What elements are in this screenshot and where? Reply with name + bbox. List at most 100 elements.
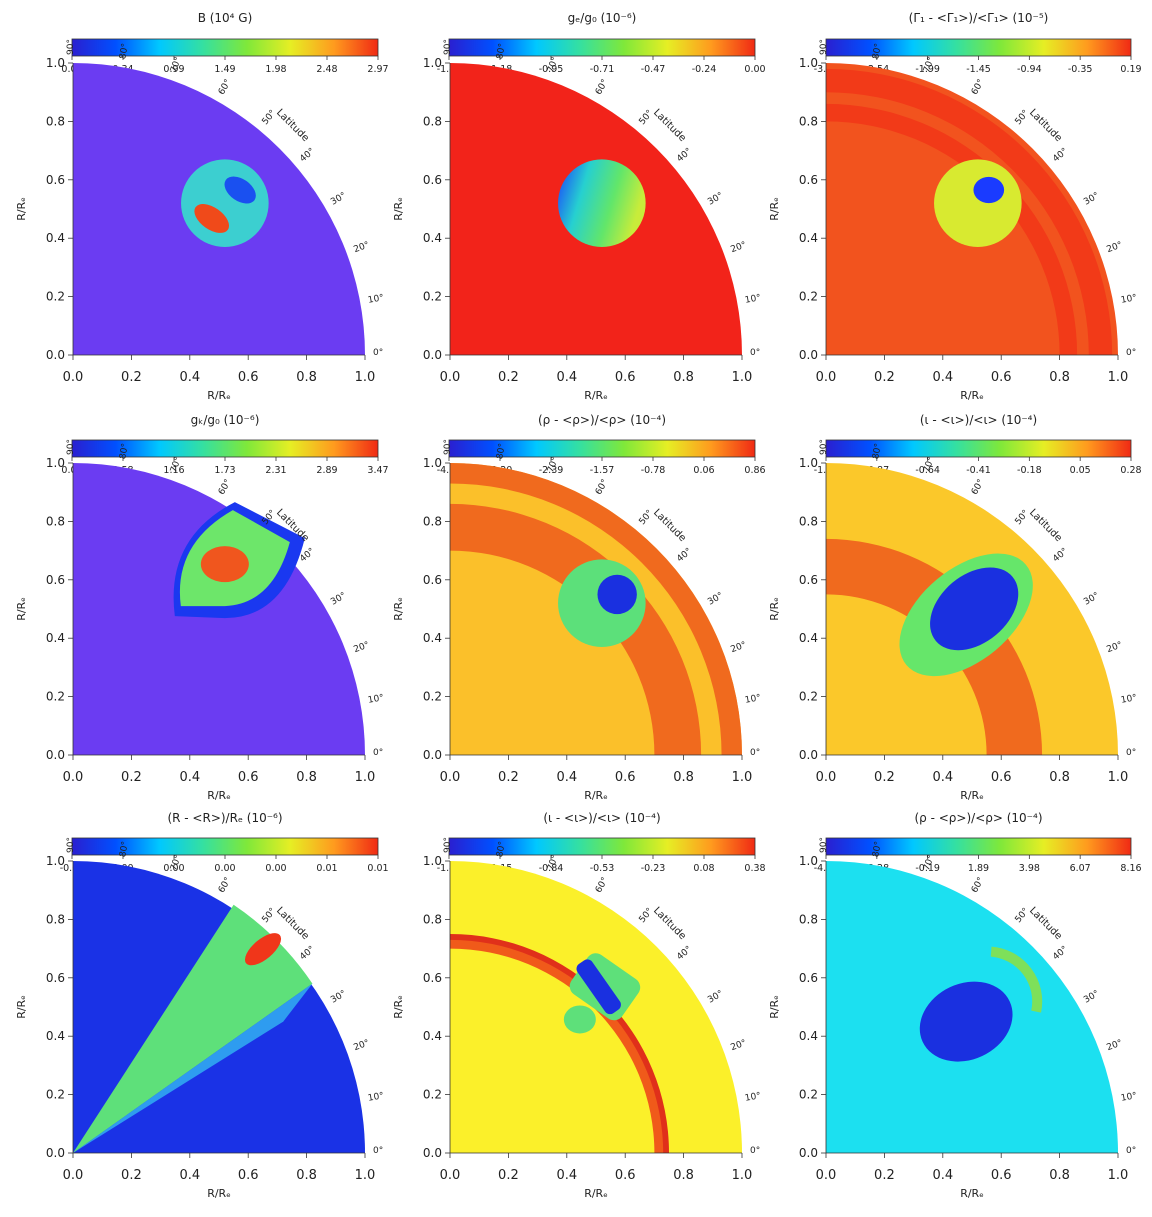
latitude-tick-label: 10° (367, 293, 384, 306)
latitude-tick-label: 20° (353, 640, 371, 655)
panel-title: B (10⁴ G) (198, 11, 253, 25)
panel-title: (ι - <ι>)/<ι> (10⁻⁴) (920, 413, 1037, 427)
x-tick-label: 0.2 (498, 370, 519, 385)
spot (558, 159, 646, 247)
latitude-tick-label: 30° (706, 191, 725, 208)
y-axis-label: R/Rₑ (392, 197, 405, 221)
x-tick-label: 0.8 (296, 370, 317, 385)
colorbar-tick-label: -1.45 (966, 64, 991, 75)
x-tick-label: 1.0 (1108, 1168, 1129, 1183)
x-axis-label: R/Rₑ (207, 789, 231, 802)
y-tick-label: 0.8 (423, 514, 442, 528)
latitude-tick-label: 20° (1106, 640, 1124, 655)
x-axis-label: R/Rₑ (207, 1187, 231, 1200)
latitude-tick-label: 50° (637, 508, 655, 527)
colorbar-tick-label: -0.18 (1017, 465, 1042, 476)
latitude-tick-label: 10° (744, 1091, 761, 1104)
x-axis-label: R/Rₑ (960, 789, 984, 802)
y-tick-label: 1.0 (799, 456, 818, 470)
latitude-tick-label: 90° (819, 39, 829, 55)
y-tick-label: 0.6 (46, 971, 65, 985)
y-tick-label: 0.4 (799, 231, 818, 245)
colorbar-tick-label: -0.84 (539, 863, 564, 874)
colorbar-tick-label: 8.16 (1120, 863, 1141, 874)
x-tick-label: 0.8 (1049, 770, 1070, 785)
x-tick-label: 0.4 (179, 370, 200, 385)
y-tick-label: 0.0 (799, 348, 818, 362)
latitude-tick-label: 60° (217, 78, 234, 97)
shell-band (826, 68, 1113, 355)
x-tick-label: 0.0 (816, 1168, 837, 1183)
latitude-tick-label: 10° (1120, 693, 1137, 706)
colorbar-tick-label: 3.47 (367, 465, 388, 476)
latitude-tick-label: 40° (298, 945, 317, 963)
colorbar-tick-label: -0.41 (966, 465, 991, 476)
x-tick-label: 0.6 (615, 1168, 636, 1183)
y-tick-label: 0.0 (799, 748, 818, 762)
x-tick-label: 1.0 (355, 770, 376, 785)
panel-2: gₑ/g₀ (10⁻⁶)-1.42-1.18-0.95-0.71-0.47-0.… (392, 11, 766, 402)
y-tick-label: 0.4 (799, 631, 818, 645)
x-tick-label: 0.2 (498, 1168, 519, 1183)
latitude-tick-label: 0° (750, 748, 760, 758)
y-tick-label: 0.6 (799, 971, 818, 985)
latitude-label: Latitude (651, 905, 688, 942)
latitude-tick-label: 60° (217, 876, 234, 895)
colorbar-tick-label: 2.48 (316, 64, 337, 75)
latitude-tick-label: 30° (706, 989, 725, 1006)
y-axis-label: R/Rₑ (768, 597, 781, 621)
colorbar-tick-label: 2.97 (367, 64, 388, 75)
y-tick-label: 1.0 (423, 56, 442, 70)
y-tick-label: 0.8 (799, 514, 818, 528)
latitude-tick-label: 20° (730, 1038, 748, 1053)
latitude-tick-label: 40° (675, 945, 694, 963)
y-tick-label: 0.0 (46, 748, 65, 762)
x-tick-label: 0.6 (238, 770, 259, 785)
y-tick-label: 0.6 (423, 173, 442, 187)
latitude-tick-label: 0° (750, 1146, 760, 1156)
colorbar-tick-label: 0.99 (163, 64, 184, 75)
y-tick-label: 0.2 (423, 690, 442, 704)
latitude-tick-label: 60° (970, 78, 987, 97)
x-tick-label: 0.8 (296, 770, 317, 785)
y-tick-label: 0.6 (799, 173, 818, 187)
x-tick-label: 1.0 (355, 1168, 376, 1183)
x-tick-label: 0.6 (238, 1168, 259, 1183)
colorbar-tick-label: 6.07 (1070, 863, 1091, 874)
latitude-tick-label: 40° (298, 147, 317, 165)
latitude-tick-label: 90° (66, 39, 76, 55)
y-axis-label: R/Rₑ (15, 597, 28, 621)
y-tick-label: 1.0 (799, 854, 818, 868)
colorbar-tick-label: 0.00 (163, 863, 184, 874)
y-tick-label: 1.0 (423, 456, 442, 470)
y-tick-label: 0.0 (799, 1146, 818, 1160)
x-axis-label: R/Rₑ (584, 789, 608, 802)
x-axis-label: R/Rₑ (584, 389, 608, 402)
colorbar-tick-label: -4.00 (437, 465, 462, 476)
y-tick-label: 0.0 (423, 348, 442, 362)
x-tick-label: 0.2 (498, 770, 519, 785)
plume-core (200, 546, 249, 583)
latitude-tick-label: 20° (730, 640, 748, 655)
y-axis-label: R/Rₑ (15, 197, 28, 221)
latitude-tick-label: 0° (373, 348, 383, 358)
colorbar-tick-label: 0.05 (1070, 465, 1091, 476)
colorbar (448, 38, 756, 57)
latitude-tick-label: 60° (594, 478, 611, 497)
colorbar-tick-label: -1.99 (915, 64, 940, 75)
colorbar-tick-label: 0.08 (693, 863, 714, 874)
colorbar-tick-label: 1.89 (968, 863, 989, 874)
latitude-tick-label: 90° (819, 837, 829, 853)
x-tick-label: 0.2 (121, 1168, 142, 1183)
x-tick-label: 0.6 (238, 370, 259, 385)
x-tick-label: 0.6 (615, 770, 636, 785)
y-tick-label: 0.0 (46, 348, 65, 362)
latitude-tick-label: 20° (1106, 240, 1124, 255)
arc-feature (990, 946, 1043, 1013)
y-tick-label: 0.4 (46, 231, 65, 245)
y-tick-label: 0.2 (799, 1088, 818, 1102)
x-tick-label: 1.0 (732, 1168, 753, 1183)
x-tick-label: 0.8 (1049, 1168, 1070, 1183)
y-tick-label: 0.8 (46, 114, 65, 128)
